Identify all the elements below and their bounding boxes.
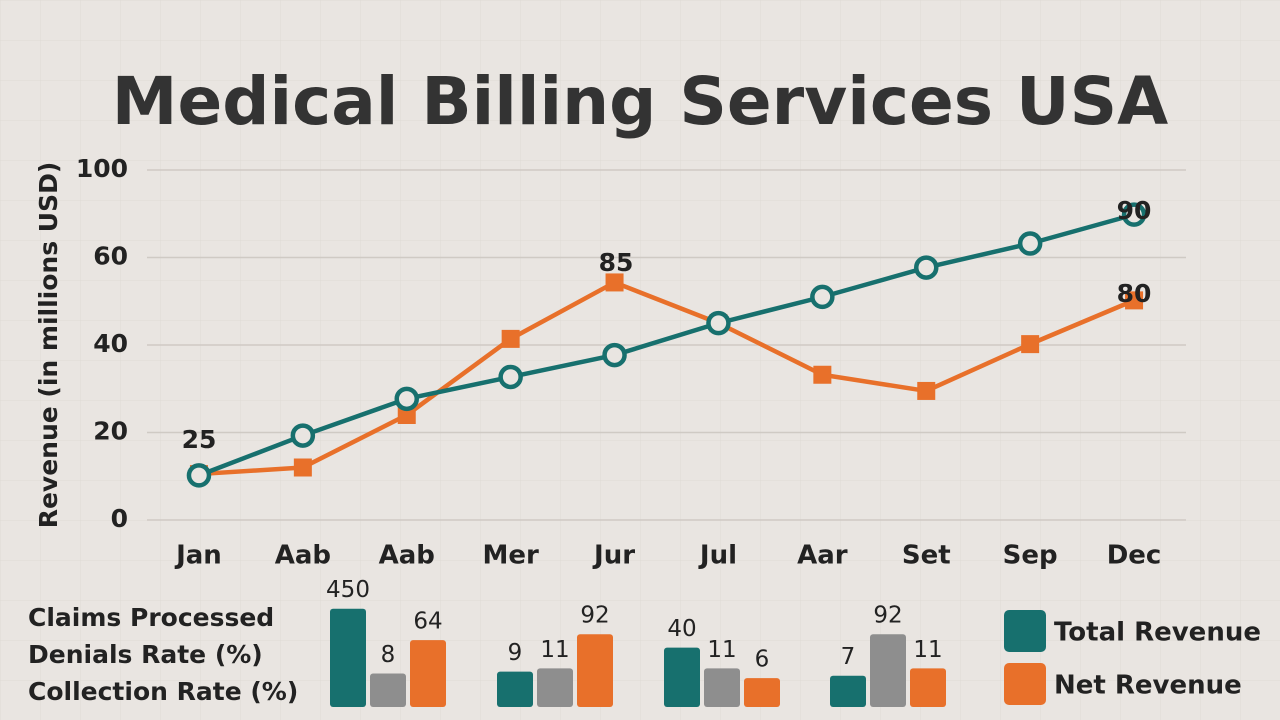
y-tick-label: 100 (76, 154, 128, 183)
annotation: 80 (1117, 279, 1152, 308)
y-tick-label: 0 (111, 504, 128, 533)
bar (370, 673, 406, 707)
marker (498, 364, 523, 390)
marker (917, 381, 936, 400)
x-tick-label: Jan (174, 541, 222, 571)
bar (537, 668, 573, 707)
bar (870, 634, 906, 707)
annotation: 25 (182, 425, 217, 454)
x-tick-label: Aab (379, 541, 435, 571)
legend-swatch (1004, 610, 1046, 652)
marker (290, 423, 316, 448)
bar (744, 678, 780, 707)
bar (577, 634, 613, 707)
x-tick-label: Set (902, 541, 951, 571)
row-label: Denials Rate (%) (28, 640, 263, 669)
x-tick-label: Aab (275, 541, 331, 571)
marker (602, 342, 627, 368)
marker (501, 329, 520, 348)
marker (293, 458, 312, 477)
row-label: Claims Processed (28, 603, 274, 632)
bar (410, 640, 446, 707)
value-label: 9 (508, 640, 523, 666)
line (198, 212, 1135, 478)
annotation: 85 (599, 248, 634, 277)
marker (1021, 335, 1040, 354)
x-tick-label: Aar (797, 541, 848, 571)
legend-swatch (1004, 663, 1046, 705)
bar (664, 647, 700, 707)
marker (1125, 291, 1144, 310)
marker (394, 386, 419, 412)
bar (330, 608, 366, 707)
value-label: 64 (413, 609, 442, 635)
marker (914, 255, 939, 280)
value-label: 92 (580, 603, 609, 629)
chart-title: Medical Billing Services USA (112, 63, 1168, 140)
x-tick-label: Jur (592, 541, 635, 571)
row-label: Collection Rate (%) (28, 677, 298, 706)
value-label: 7 (841, 644, 856, 670)
y-tick-label: 40 (93, 329, 128, 358)
bar (704, 668, 740, 707)
marker (1017, 231, 1043, 256)
value-label: 11 (913, 637, 942, 663)
legend-label: Net Revenue (1054, 671, 1242, 701)
marker (186, 463, 212, 488)
value-label: 11 (540, 637, 569, 663)
y-tick-label: 60 (93, 242, 128, 271)
marker (813, 365, 832, 384)
marker (810, 284, 835, 310)
y-axis-label: Revenue (in millions USD) (34, 162, 63, 529)
annotation: 90 (1117, 196, 1152, 225)
value-label: 40 (667, 616, 696, 642)
bar (830, 675, 866, 707)
marker (706, 310, 731, 336)
marker (605, 273, 624, 292)
legend-label: Total Revenue (1054, 618, 1261, 648)
value-label: 8 (381, 642, 396, 668)
y-tick-label: 20 (93, 417, 128, 446)
x-tick-label: Jul (698, 541, 737, 571)
marker (1121, 202, 1147, 227)
value-label: 450 (326, 577, 370, 603)
value-label: 92 (873, 603, 902, 629)
bar (497, 671, 533, 707)
x-tick-label: Mer (482, 541, 539, 571)
value-label: 11 (707, 637, 736, 663)
value-label: 6 (755, 647, 770, 673)
line (198, 280, 1135, 477)
marker (397, 406, 416, 424)
x-tick-label: Sep (1003, 541, 1058, 571)
bar (910, 668, 946, 707)
x-tick-label: Dec (1107, 541, 1162, 571)
